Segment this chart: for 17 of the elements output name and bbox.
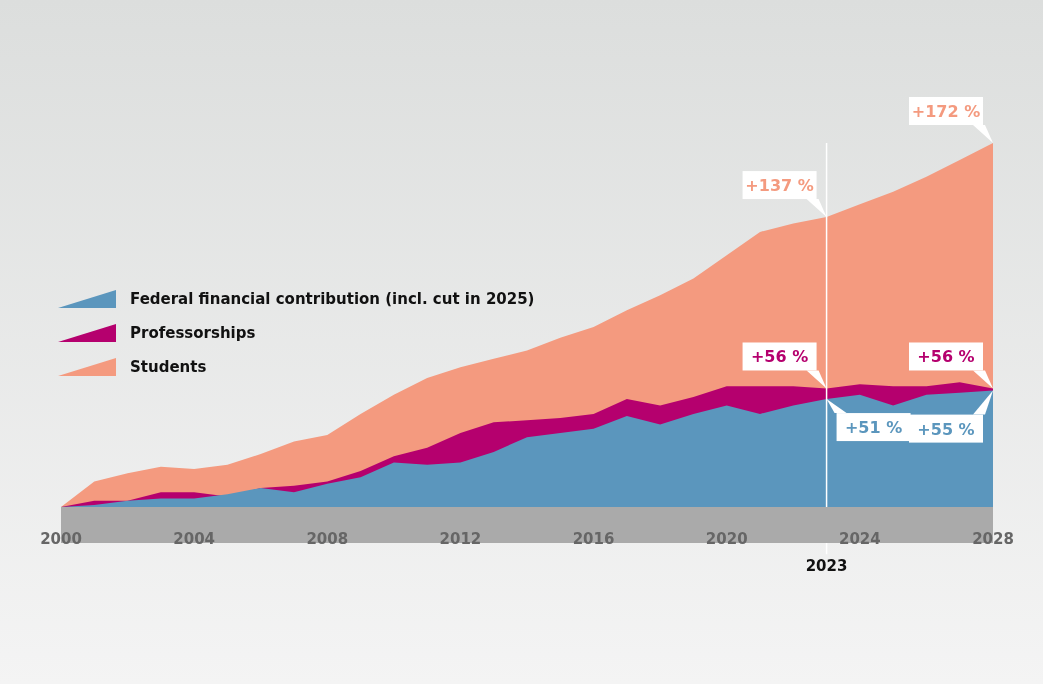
data-label: +55 % [917, 419, 975, 439]
data-label: +56 % [750, 347, 809, 367]
x-tick-label: 2020 [705, 529, 748, 548]
data-label: +137 % [745, 176, 814, 196]
legend-label: Federal financial contribution (incl. cut in 2025) [130, 290, 535, 308]
x-tick-label: 2004 [173, 529, 216, 548]
ref-line-label: 2023 [805, 557, 848, 576]
x-tick-label: 2016 [572, 529, 615, 548]
legend-label: Students [130, 358, 207, 376]
x-tick-label: 2012 [439, 529, 482, 548]
x-tick-label: 2028 [972, 529, 1014, 548]
data-label: +172 % [911, 102, 981, 121]
legend-label: Professorships [130, 324, 256, 342]
data-label: +51 % [844, 418, 903, 438]
data-label: +56 % [917, 347, 975, 367]
x-tick-label: 2008 [306, 529, 349, 548]
x-tick-label: 2024 [838, 529, 881, 548]
